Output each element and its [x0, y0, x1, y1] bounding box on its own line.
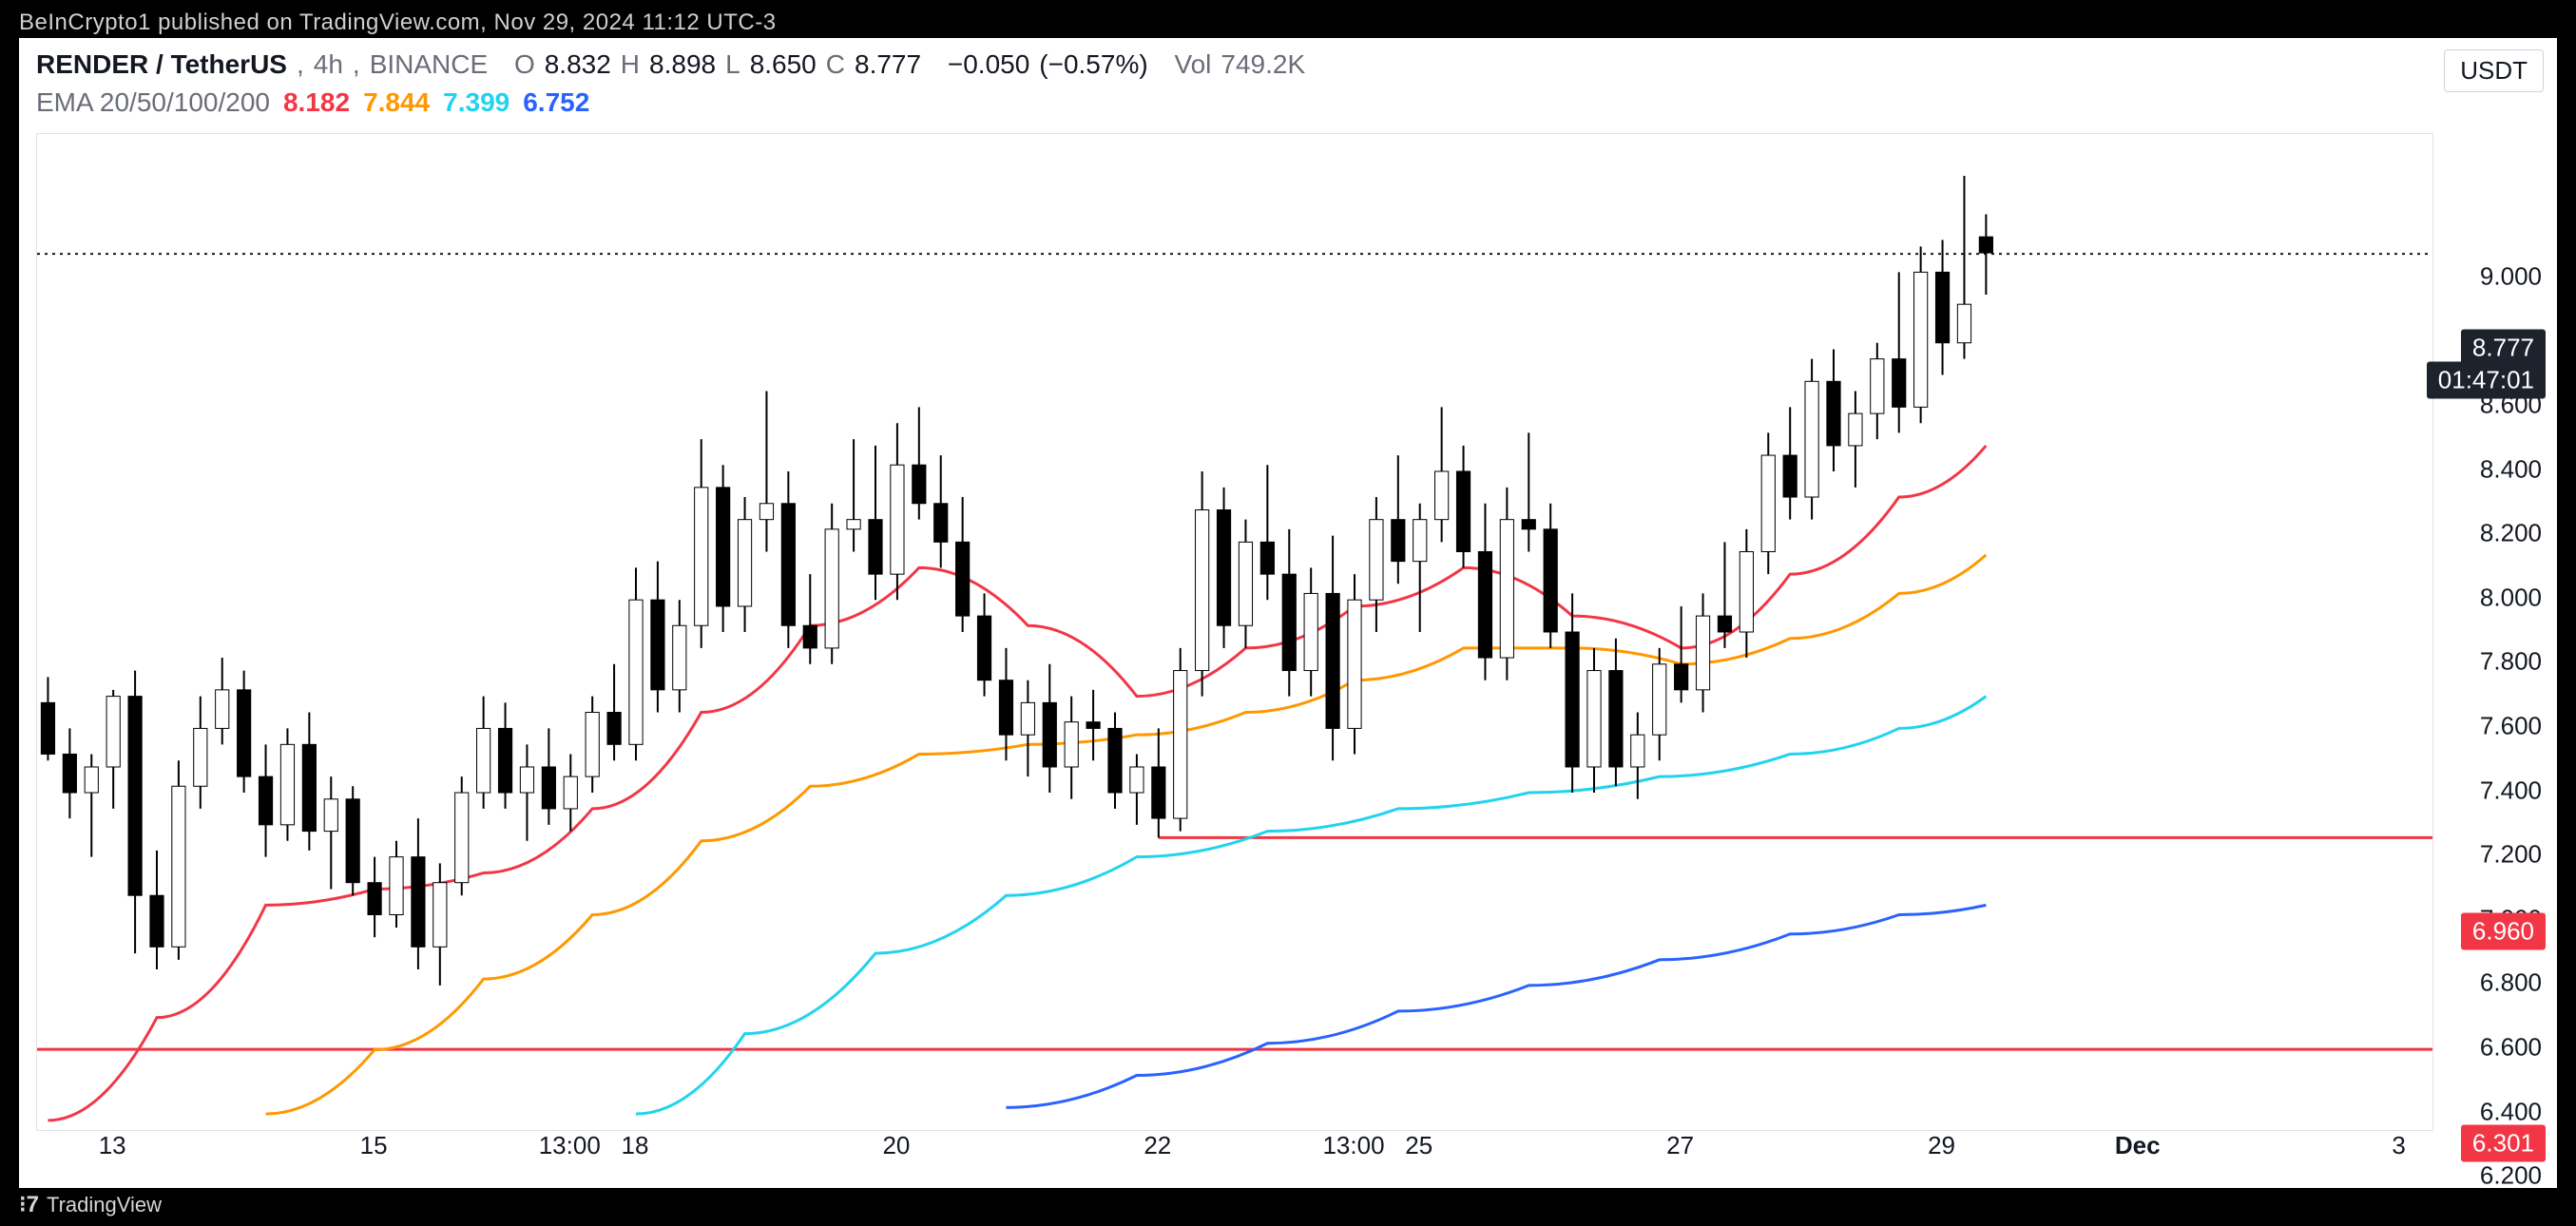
x-tick: 15: [360, 1131, 388, 1160]
x-tick: 27: [1666, 1131, 1694, 1160]
x-tick: 25: [1405, 1131, 1432, 1160]
exchange: BINANCE: [370, 49, 488, 80]
x-tick: 29: [1928, 1131, 1955, 1160]
change-pct: (−0.57%): [1039, 49, 1147, 80]
high-label: H: [621, 49, 640, 80]
x-axis[interactable]: 13 15 13:00 18 20 22 13:00 25 27 29 Dec 3: [36, 1131, 2433, 1169]
close-label: C: [826, 49, 845, 80]
y-tick: 9.000: [2480, 261, 2542, 291]
hline-price-badge: 6.960: [2461, 913, 2546, 950]
chart-area[interactable]: [36, 133, 2433, 1131]
y-tick: 6.200: [2480, 1161, 2542, 1191]
ema100-value: 7.399: [443, 87, 509, 118]
y-axis[interactable]: 9.0008.8008.6008.4008.2008.0007.8007.600…: [2433, 133, 2557, 1131]
vol-label: Vol: [1174, 49, 1211, 80]
open-value: 8.832: [545, 49, 611, 80]
ema20-value: 8.182: [283, 87, 350, 118]
tradingview-logo-icon: ⁝7: [19, 1191, 39, 1218]
x-tick: Dec: [2115, 1131, 2161, 1160]
chart-panel: RENDER / TetherUS , 4h , BINANCE O8.832 …: [19, 38, 2557, 1188]
ema50-value: 7.844: [363, 87, 430, 118]
y-tick: 8.000: [2480, 583, 2542, 612]
y-tick: 6.800: [2480, 968, 2542, 998]
change-abs: −0.050: [948, 49, 1029, 80]
y-tick: 6.400: [2480, 1097, 2542, 1126]
x-tick: 3: [2392, 1131, 2405, 1160]
page-root: BeInCrypto1 published on TradingView.com…: [0, 0, 2576, 1226]
symbol-pair[interactable]: RENDER / TetherUS: [36, 49, 287, 80]
ema-legend: EMA 20/50/100/200 8.182 7.844 7.399 6.75…: [36, 87, 589, 118]
y-tick: 8.200: [2480, 519, 2542, 548]
interval[interactable]: 4h: [314, 49, 343, 80]
low-label: L: [725, 49, 740, 80]
hline-price-badge: 6.301: [2461, 1125, 2546, 1162]
high-value: 8.898: [649, 49, 716, 80]
vol-value: 749.2K: [1221, 49, 1305, 80]
low-value: 8.650: [750, 49, 817, 80]
close-value: 8.777: [855, 49, 921, 80]
x-tick: 20: [882, 1131, 910, 1160]
y-tick: 7.800: [2480, 647, 2542, 677]
chart-svg: [37, 134, 2432, 1130]
footer: ⁝7 TradingView: [19, 1191, 162, 1218]
x-tick: 13: [99, 1131, 126, 1160]
brand-label: TradingView: [47, 1193, 162, 1217]
x-tick: 13:00: [539, 1131, 601, 1160]
y-tick: 7.600: [2480, 712, 2542, 741]
y-tick: 7.400: [2480, 776, 2542, 805]
x-tick: 13:00: [1322, 1131, 1384, 1160]
open-label: O: [514, 49, 535, 80]
y-tick: 7.200: [2480, 840, 2542, 870]
ema200-value: 6.752: [523, 87, 589, 118]
x-tick: 22: [1144, 1131, 1171, 1160]
ema-label: EMA 20/50/100/200: [36, 87, 270, 118]
currency-badge[interactable]: USDT: [2444, 49, 2544, 92]
countdown-badge: 01:47:01: [2427, 362, 2546, 399]
y-tick: 8.400: [2480, 454, 2542, 484]
x-tick: 18: [622, 1131, 649, 1160]
symbol-info-row: RENDER / TetherUS , 4h , BINANCE O8.832 …: [36, 49, 1305, 80]
y-tick: 6.600: [2480, 1033, 2542, 1063]
publisher-header: BeInCrypto1 published on TradingView.com…: [19, 10, 777, 36]
